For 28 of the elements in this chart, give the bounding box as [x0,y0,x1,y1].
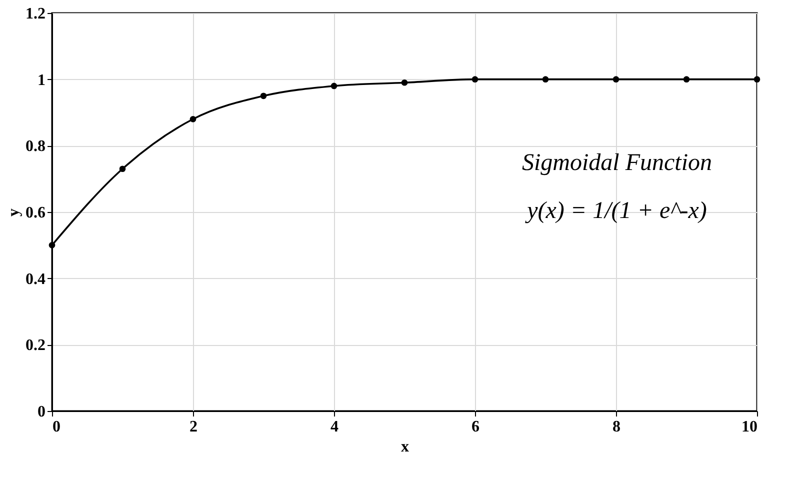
y-tick-label: 0.2 [26,337,46,354]
point [754,76,760,82]
point [683,76,690,82]
y-tick-label: 1 [38,72,46,89]
y-axis-title: y [6,208,22,216]
point [612,76,620,82]
y-tick-label: 0.4 [26,270,46,288]
x-tick-label: 2 [190,418,198,436]
x-tick-label: 4 [330,418,338,436]
point [48,242,56,248]
annotation: y(x) = 1/(1 + e^-x) [525,198,707,224]
annotation: Sigmoidal Function [522,150,712,176]
point [401,79,408,86]
x-tick-label: 6 [472,418,480,436]
x-axis-title: x [401,438,409,456]
point [330,82,338,90]
x-tick-label: 10 [742,418,758,436]
point [190,116,196,122]
y-tick-label: 0.6 [26,204,46,222]
y-tick-label: 1.2 [26,6,46,22]
y-tick-label: 0 [38,404,46,420]
x-tick-label: 0 [52,418,60,436]
y-tick-label: 0.8 [26,138,46,156]
point [260,92,267,100]
point [119,166,126,172]
x-tick-label: 8 [612,418,620,436]
point [542,76,549,82]
point [472,76,478,82]
